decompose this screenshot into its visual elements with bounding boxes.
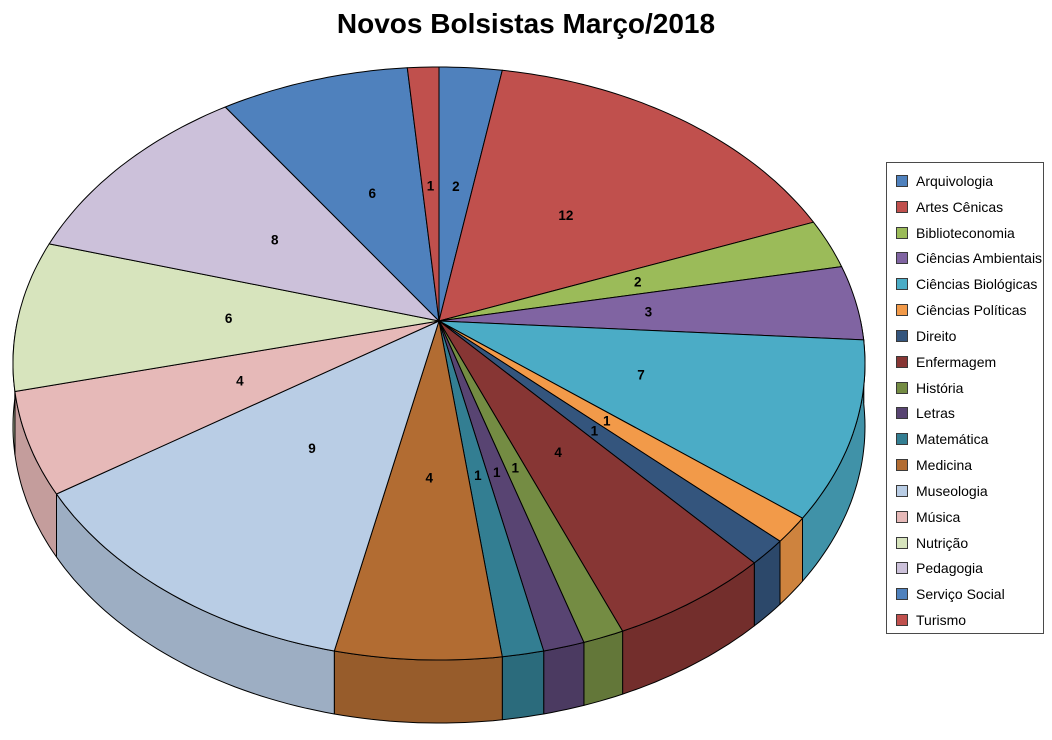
slice-value-label: 1 xyxy=(591,423,599,438)
pie-slice xyxy=(438,221,843,322)
legend-swatch-icon xyxy=(896,381,908,394)
legend-item: Biblioteconomia xyxy=(896,220,1043,246)
legend-item: Nutrição xyxy=(896,530,1043,556)
legend-swatch-icon xyxy=(896,355,908,368)
legend-item: Matemática xyxy=(896,426,1043,452)
legend-item-label: Pedagogia xyxy=(916,560,983,577)
legend-item-label: Museologia xyxy=(916,482,988,499)
chart-title: Novos Bolsistas Março/2018 xyxy=(336,8,716,39)
pie-slice xyxy=(12,243,440,392)
legend-item-label: Ciências Biológicas xyxy=(916,276,1038,293)
legend-item-label: Arquivologia xyxy=(916,172,994,189)
pie-slice xyxy=(438,320,755,632)
legend-item: Ciências Políticas xyxy=(896,297,1043,323)
slice-value-label: 8 xyxy=(271,233,279,248)
pie-slice xyxy=(438,320,803,542)
legend-item: Ciências Ambientais xyxy=(896,245,1043,271)
slice-value-label: 2 xyxy=(634,275,642,290)
legend-item-label: Direito xyxy=(916,327,957,344)
pie-slice xyxy=(48,106,440,322)
slice-value-label: 6 xyxy=(225,311,233,326)
legend-item-label: Ciências Políticas xyxy=(916,302,1027,319)
slice-value-label: 1 xyxy=(603,413,611,428)
slice-value-label: 3 xyxy=(645,305,653,320)
legend-item: Pedagogia xyxy=(896,555,1043,581)
legend-item-label: Medicina xyxy=(916,457,973,474)
legend-swatch-icon xyxy=(896,252,908,265)
slice-value-label: 1 xyxy=(493,465,501,480)
legend-item-label: Música xyxy=(916,508,961,525)
pie-slice xyxy=(438,266,865,341)
legend-swatch-icon xyxy=(896,536,908,549)
legend-swatch-icon xyxy=(896,484,908,497)
legend-item-label: Ciências Ambientais xyxy=(916,250,1043,267)
legend-item-label: Nutrição xyxy=(916,534,969,551)
legend-item: Enfermagem xyxy=(896,349,1043,375)
pie-slice-wall xyxy=(583,630,624,706)
legend-item-label: Matemática xyxy=(916,431,989,448)
pie-slice xyxy=(333,320,503,661)
legend-swatch-icon xyxy=(896,562,908,575)
legend-swatch-icon xyxy=(896,226,908,239)
slice-value-label: 4 xyxy=(425,470,433,485)
slice-value-label: 4 xyxy=(236,373,244,388)
legend-swatch-icon xyxy=(896,588,908,601)
legend-swatch-icon xyxy=(896,407,908,420)
legend-item-label: Turismo xyxy=(916,611,967,628)
legend-item-label: Letras xyxy=(916,405,955,422)
slice-value-label: 1 xyxy=(427,179,435,194)
slice-value-label: 9 xyxy=(308,441,316,456)
pie-slice xyxy=(438,320,624,643)
pie-slice xyxy=(224,67,440,322)
legend-item: Museologia xyxy=(896,478,1043,504)
pie-slice-wall xyxy=(501,650,545,721)
pie-slice xyxy=(438,320,585,652)
legend-item: Medicina xyxy=(896,452,1043,478)
chart-legend: Arquivologia Artes Cênicas Biblioteconomia… xyxy=(886,162,1044,634)
pie-slice-wall xyxy=(333,650,503,724)
legend-swatch-icon xyxy=(896,200,908,213)
legend-item: Turismo xyxy=(896,607,1043,633)
pie-slice xyxy=(438,320,781,564)
slice-value-label: 12 xyxy=(558,208,573,223)
legend-item-label: Serviço Social xyxy=(916,586,1005,603)
pie-slice xyxy=(438,69,814,322)
pie-slice xyxy=(438,320,545,658)
legend-item-label: Artes Cênicas xyxy=(916,198,1004,215)
slice-value-label: 1 xyxy=(474,468,482,483)
pie-slice xyxy=(406,66,440,322)
slice-value-label: 1 xyxy=(512,461,520,476)
legend-item-label: História xyxy=(916,379,964,396)
legend-item: Letras xyxy=(896,400,1043,426)
legend-swatch-icon xyxy=(896,304,908,317)
legend-item: Serviço Social xyxy=(896,581,1043,607)
legend-item: Música xyxy=(896,504,1043,530)
pie-slice-wall xyxy=(543,641,585,715)
legend-item-label: Enfermagem xyxy=(916,353,997,370)
pie-slice xyxy=(56,320,440,652)
legend-item-label: Biblioteconomia xyxy=(916,224,1015,241)
legend-swatch-icon xyxy=(896,510,908,523)
legend-item: Ciências Biológicas xyxy=(896,271,1043,297)
legend-swatch-icon xyxy=(896,174,908,187)
slice-value-label: 7 xyxy=(637,367,645,382)
legend-swatch-icon xyxy=(896,613,908,626)
legend-item: Direito xyxy=(896,323,1043,349)
slice-value-label: 2 xyxy=(452,179,460,194)
slice-value-label: 4 xyxy=(554,445,562,460)
legend-item: História xyxy=(896,375,1043,401)
pie-slice xyxy=(438,320,866,519)
legend-item: Artes Cênicas xyxy=(896,194,1043,220)
legend-swatch-icon xyxy=(896,433,908,446)
legend-swatch-icon xyxy=(896,329,908,342)
slice-value-label: 6 xyxy=(369,186,377,201)
legend-item: Arquivologia xyxy=(896,168,1043,194)
legend-swatch-icon xyxy=(896,459,908,472)
pie-slice xyxy=(14,320,440,495)
legend-swatch-icon xyxy=(896,278,908,291)
